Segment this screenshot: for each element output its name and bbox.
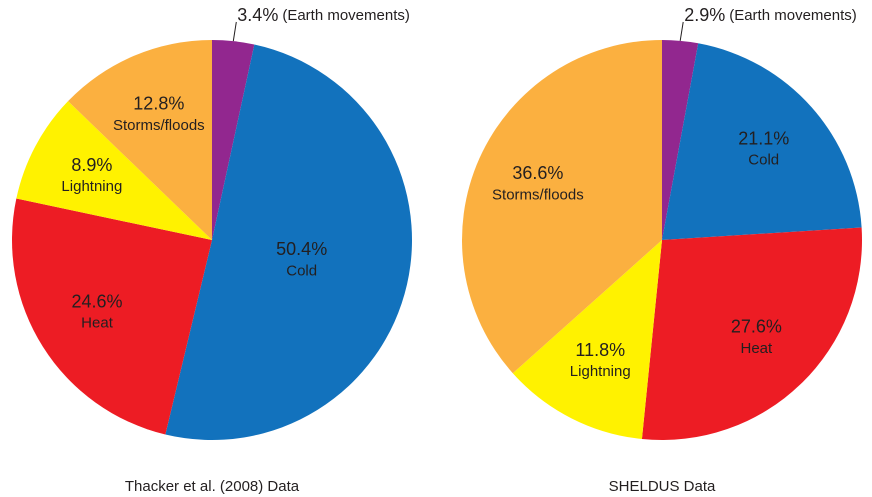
category-label: Heat — [740, 340, 773, 357]
category-label: Lightning — [570, 363, 631, 380]
slice-label: 3.4% (Earth movements) — [237, 5, 410, 25]
category-label: (Earth movements) — [282, 7, 410, 24]
pie-slice — [662, 43, 862, 240]
value-label: 12.8% — [133, 94, 184, 114]
category-label: Heat — [81, 315, 114, 332]
chart-title: Thacker et al. (2008) Data — [125, 478, 300, 495]
category-label: Cold — [286, 262, 317, 279]
value-label: 27.6% — [731, 317, 782, 337]
leader-line — [679, 21, 684, 41]
value-label: 2.9% — [684, 5, 725, 25]
value-label: 50.4% — [276, 239, 327, 259]
value-label: 8.9% — [71, 155, 112, 175]
value-label: 36.6% — [512, 163, 563, 183]
pie-slice — [662, 40, 699, 240]
category-label: Lightning — [61, 178, 122, 195]
slice-label: 2.9% (Earth movements) — [684, 5, 857, 25]
category-label: Cold — [748, 152, 779, 169]
pie-slice — [641, 227, 862, 440]
category-label: Storms/floods — [113, 117, 205, 134]
value-label: 3.4% — [237, 5, 278, 25]
pie-slice — [16, 101, 212, 240]
pie-slice — [512, 240, 662, 439]
value-label: 24.6% — [71, 291, 122, 311]
category-label: (Earth movements) — [729, 7, 857, 24]
pie-slice — [11, 198, 212, 435]
pie-slice — [461, 39, 662, 374]
category-label: Storms/floods — [492, 186, 584, 203]
pie-slice — [165, 44, 413, 441]
value-label: 11.8% — [575, 340, 625, 360]
pie-slice — [212, 40, 255, 240]
pie-slice — [68, 40, 212, 240]
leader-line — [232, 21, 237, 42]
value-label: 21.1% — [738, 128, 789, 148]
chart-title: SHELDUS Data — [609, 478, 716, 495]
